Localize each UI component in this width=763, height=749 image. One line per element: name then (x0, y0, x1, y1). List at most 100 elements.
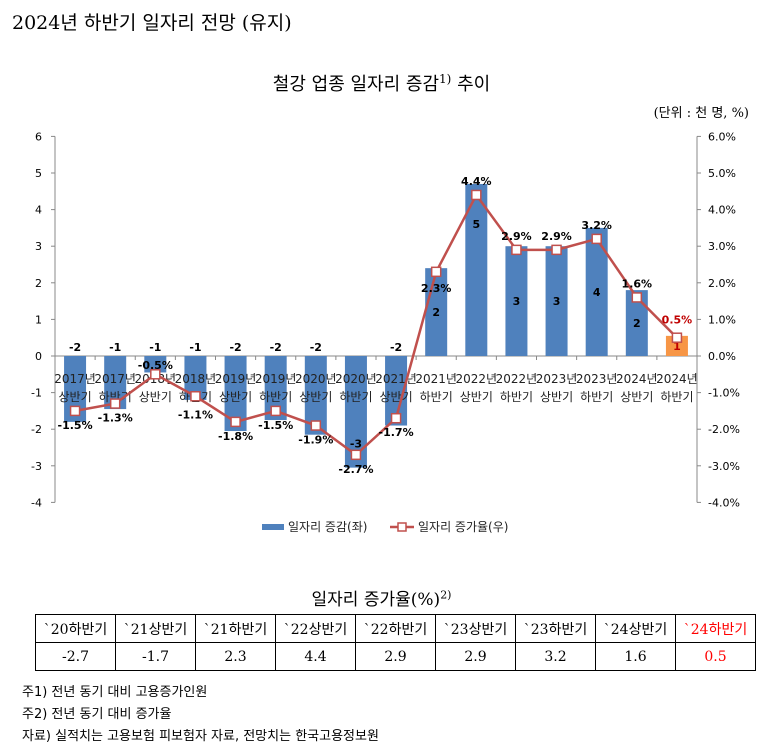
bar (184, 356, 207, 400)
bar (344, 356, 367, 468)
rate-data-label: -1.7% (379, 426, 414, 439)
bar-data-label: -1 (189, 341, 201, 354)
bar (64, 356, 87, 422)
category-label: 2024년 하반기 (656, 372, 698, 404)
rate-data-label: 1.6% (622, 277, 653, 290)
rate-marker (511, 244, 522, 256)
bar (505, 246, 528, 356)
bar-data-label: 5 (472, 218, 480, 231)
table-value-cell: 2.3 (195, 642, 276, 671)
rate-marker (671, 332, 683, 343)
left-tick-label: 2 (35, 277, 42, 290)
rate-data-label: 2.3% (421, 282, 452, 295)
left-tick-label: -4 (31, 496, 42, 509)
category-label: 2022년 상반기 (456, 372, 498, 404)
right-tick-label: 4.0% (708, 204, 736, 217)
table-title-text: 일자리 증가율(%) (311, 590, 441, 610)
bar-data-label: -1 (109, 341, 121, 354)
category-label: 2020년 상반기 (295, 372, 337, 404)
table-header-cell: `21상반기 (115, 614, 196, 643)
bar-data-label: -2 (69, 341, 81, 354)
right-tick-label: 1.0% (708, 313, 736, 326)
table-row: -2.7 -1.7 2.3 4.4 2.9 2.9 3.2 1.6 0.5 (35, 642, 756, 671)
rate-marker (230, 416, 241, 428)
bar-data-label: 2 (432, 306, 440, 319)
chart: -4 -4.0% -3 -3.0% -2 -2.0% -1 -1.0% 0 0.0% 1 1.0% 2 2… (31, 130, 740, 534)
rate-marker (471, 189, 482, 201)
bar (665, 335, 688, 356)
right-tick-label: 6.0% (708, 130, 736, 143)
bar (304, 356, 327, 435)
bar-data-label: -2 (229, 341, 241, 354)
table-value-cell: 0.5 (675, 642, 756, 671)
table-header-cell: `21하반기 (195, 614, 276, 643)
left-tick-label: -1 (31, 387, 42, 400)
rate-data-label: 4.4% (461, 175, 492, 188)
rate-data-label: -1.9% (298, 434, 333, 447)
category-label: 2019년 상반기 (215, 372, 257, 404)
table-value-cell: 1.6 (595, 642, 676, 671)
table-value-cell: -2.7 (35, 642, 116, 671)
unit-label: (단위 : 천 명, %) (653, 106, 749, 121)
table-header-row: `20하반기 `21상반기 `21하반기 `22상반기 `22하반기 `23상반기 `23하… (35, 614, 756, 643)
legend-bar-swatch (262, 524, 284, 530)
category-label: 2017년 상반기 (54, 372, 96, 404)
table-header-cell: `24하반기 (675, 614, 756, 643)
category-label: 2022년 하반기 (496, 372, 538, 404)
bar (104, 356, 127, 410)
left-tick-label: -2 (31, 423, 42, 436)
category-label: 2017년 하반기 (94, 372, 136, 404)
category-label: 2024년 상반기 (616, 372, 658, 404)
table-value-cell: 3.2 (515, 642, 596, 671)
rate-marker (150, 369, 161, 380)
table-value-cell: 2.9 (355, 642, 436, 671)
legend-line-label: 일자리 증가율(우) (418, 520, 508, 534)
rate-data-label: 2.9% (541, 230, 572, 243)
table-header-cell: `22하반기 (355, 614, 436, 643)
rate-data-label: 3.2% (581, 219, 612, 232)
bar-data-label: -2 (390, 341, 402, 354)
rate-data-label: -2.7% (338, 463, 373, 476)
note-2: 주2) 전년 동기 대비 증가율 (22, 707, 172, 722)
right-tick-label: 5.0% (708, 167, 736, 180)
chart-title-text: 철강 업종 일자리 증감 (272, 74, 440, 95)
growth-rate-table: `20하반기 `21상반기 `21하반기 `22상반기 `22하반기 `23상반기 `23하… (35, 614, 756, 671)
rate-marker (551, 244, 562, 256)
right-tick-label: 2.0% (708, 277, 736, 290)
table-header-cell: `23상반기 (435, 614, 516, 643)
bar (585, 227, 608, 356)
bar (385, 356, 408, 426)
rate-data-label: 0.5% (662, 314, 693, 327)
right-tick-label: -1.0% (708, 387, 740, 400)
bar-data-label: 1 (673, 340, 681, 353)
bar (224, 356, 247, 432)
rate-data-label: -1.1% (178, 408, 213, 421)
right-tick-label: 3.0% (708, 240, 736, 253)
rate-marker (270, 405, 281, 417)
bar (625, 290, 648, 356)
rate-marker (631, 292, 643, 303)
right-tick-label: -2.0% (708, 423, 740, 436)
table-header-cell: `23하반기 (515, 614, 596, 643)
left-tick-label: 1 (35, 313, 42, 326)
rate-data-label: -1.3% (98, 412, 133, 425)
table-title: 일자리 증가율(%)2) (0, 585, 763, 610)
table-header-cell: `24상반기 (595, 614, 676, 643)
table-header-cell: `20하반기 (35, 614, 116, 643)
bar-data-label: 4 (593, 286, 601, 299)
bar-data-label: 2 (633, 317, 641, 330)
rate-data-label: -1.5% (258, 419, 293, 432)
rate-marker (430, 266, 442, 278)
left-tick-label: 3 (35, 240, 42, 253)
legend-line-marker (397, 522, 407, 532)
bar (144, 356, 167, 373)
chart-title: 철강 업종 일자리 증감1) 추이 (0, 70, 763, 96)
table-title-footnote: 2) (440, 588, 452, 602)
table-value-cell: 4.4 (275, 642, 356, 671)
rate-marker (390, 412, 402, 424)
bar-data-label: -3 (350, 438, 362, 451)
rate-data-label: -1.8% (218, 430, 253, 443)
left-tick-label: 5 (35, 167, 42, 180)
page-title: 2024년 하반기 일자리 전망 (유지) (12, 12, 292, 34)
category-label: 2021년 하반기 (415, 372, 457, 404)
